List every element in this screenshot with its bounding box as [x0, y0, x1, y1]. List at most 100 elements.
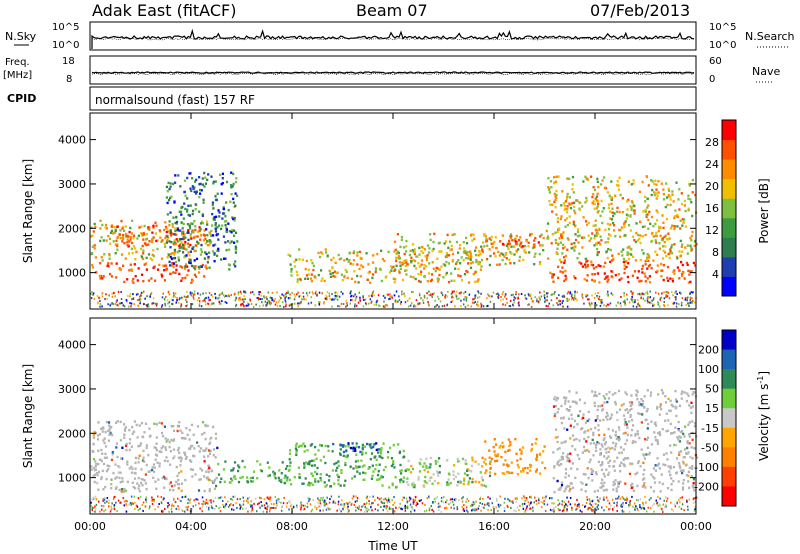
power-cell: [444, 240, 447, 243]
velocity-noise-cell: [149, 505, 151, 508]
power-cell: [204, 265, 207, 268]
power-noise-cell: [429, 294, 431, 297]
velocity-noise-cell: [515, 500, 518, 503]
power-noise-cell: [497, 295, 499, 298]
power-noise-cell: [430, 294, 432, 297]
power-cell: [107, 262, 110, 265]
power-noise-cell: [362, 295, 364, 298]
velocity-cell: [556, 435, 559, 439]
power-noise-cell: [172, 295, 175, 298]
power-cell: [655, 231, 658, 235]
velocity-cell: [613, 469, 616, 472]
power-cell: [492, 242, 495, 245]
power-cell: [554, 206, 557, 209]
power-cell: [181, 227, 184, 230]
velocity-noise-cell: [666, 500, 668, 503]
velocity-cell: [188, 438, 191, 441]
velocity-cell: [592, 442, 595, 445]
velocity-cell: [630, 419, 634, 422]
power-cell: [433, 232, 436, 236]
velocity-cell: [143, 460, 146, 463]
power-noise-cell: [528, 303, 530, 306]
velocity-noise-cell: [136, 505, 139, 508]
velocity-cell: [154, 446, 158, 450]
velocity-cell: [466, 469, 469, 472]
velocity-noise-cell: [679, 501, 681, 504]
power-noise-cell: [596, 296, 599, 299]
velocity-cell: [617, 389, 621, 393]
power-cell: [450, 248, 453, 251]
power-noise-cell: [489, 295, 491, 298]
velocity-cell: [606, 414, 609, 417]
power-cell: [109, 242, 112, 245]
velocity-noise-cell: [488, 502, 490, 505]
velocity-cell: [452, 473, 455, 477]
power-cell: [222, 235, 225, 238]
velocity-noise-cell: [158, 503, 160, 505]
power-cell: [593, 188, 597, 192]
power-noise-cell: [383, 300, 385, 303]
velocity-cell: [553, 412, 556, 416]
power-cell: [481, 250, 484, 253]
velocity-cell: [553, 414, 556, 418]
power-cell: [169, 230, 172, 233]
velocity-cell: [603, 475, 606, 478]
power-noise-cell: [375, 301, 378, 304]
power-cell: [632, 235, 635, 238]
velocity-noise-cell: [235, 502, 237, 505]
velocity-noise-cell: [368, 500, 370, 503]
power-noise-cell: [350, 299, 352, 302]
velocity-cell: [213, 487, 217, 490]
velocity-cell: [606, 418, 609, 421]
velocity-cell: [102, 427, 105, 430]
power-noise-cell: [93, 297, 96, 300]
power-cell: [212, 182, 215, 185]
velocity-cell: [594, 426, 597, 430]
velocity-cell: [463, 477, 466, 480]
power-noise-cell: [111, 295, 114, 298]
velocity-cell: [583, 437, 586, 441]
power-noise-cell: [569, 292, 571, 295]
power-cell: [660, 182, 663, 185]
velocity-cell: [463, 472, 467, 475]
velocity-cell: [356, 459, 360, 463]
velocity-cell: [241, 476, 244, 479]
velocity-noise-cell: [384, 497, 387, 500]
power-cell: [555, 175, 558, 178]
power-noise-cell: [250, 303, 253, 305]
velocity-noise-cell: [563, 507, 565, 510]
velocity-cell: [689, 455, 692, 459]
power-cell: [91, 266, 94, 269]
power-cell: [629, 205, 632, 208]
velocity-cell: [471, 480, 474, 484]
power-cell: [625, 217, 629, 220]
power-cell: [610, 198, 613, 201]
velocity-noise-cell: [125, 510, 128, 513]
power-cell: [442, 263, 445, 266]
power-noise-cell: [143, 290, 145, 293]
velocity-cell: [553, 490, 556, 494]
power-cell: [592, 200, 595, 203]
power-cell: [595, 234, 598, 238]
power-cell: [144, 262, 147, 265]
velocity-noise-cell: [681, 496, 683, 499]
velocity-cell: [294, 444, 298, 447]
power-noise-cell: [652, 303, 654, 306]
power-noise-cell: [573, 298, 575, 301]
power-noise-cell: [246, 302, 249, 305]
velocity-cell: [626, 433, 629, 437]
power-cell: [518, 238, 521, 242]
velocity-cell: [674, 398, 678, 401]
velocity-cell: [637, 461, 640, 465]
velocity-cell: [158, 462, 161, 465]
power-cell: [198, 271, 201, 274]
power-cell: [134, 247, 137, 250]
power-noise-cell: [268, 300, 270, 303]
velocity-noise-cell: [134, 508, 136, 510]
velocity-cell: [138, 490, 141, 493]
velocity-cell: [692, 478, 695, 481]
power-noise-cell: [191, 292, 193, 295]
power-noise-cell: [241, 302, 243, 305]
velocity-cell: [419, 458, 422, 461]
power-cell: [619, 235, 622, 238]
